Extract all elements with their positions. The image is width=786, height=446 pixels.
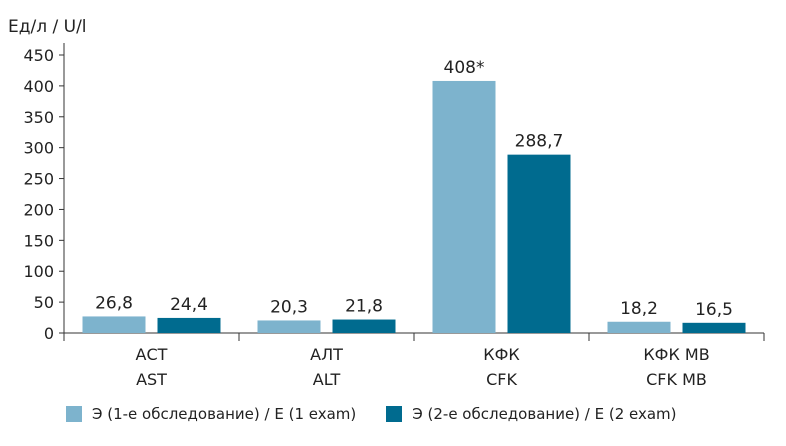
bar-series-2 — [332, 319, 396, 333]
y-axis-label: Ед/л / U/l — [8, 17, 87, 37]
y-tick-label: 350 — [23, 108, 54, 127]
y-tick-label: 200 — [23, 200, 54, 219]
bar-series-1 — [82, 316, 146, 333]
y-tick-label: 450 — [23, 46, 54, 65]
x-tick-label-en: AST — [136, 370, 167, 389]
y-tick-label: 400 — [23, 77, 54, 96]
legend-label-series-1: Э (1-е обследование) / E (1 exam) — [92, 405, 357, 423]
data-label: 21,8 — [345, 297, 383, 317]
bars — [82, 80, 746, 334]
legend-item-series-2: Э (2-е обследование) / E (2 exam) — [386, 405, 677, 423]
x-tick-label-en: CFK — [486, 370, 517, 389]
x-tick-label-en: ALT — [313, 370, 341, 389]
bar-series-2 — [507, 154, 571, 333]
legend: Э (1-е обследование) / E (1 exam) Э (2-е… — [66, 405, 707, 423]
y-tick-label: 100 — [23, 262, 54, 281]
data-label: 408* — [444, 58, 485, 78]
legend-label-series-2: Э (2-е обследование) / E (2 exam) — [412, 405, 677, 423]
data-label: 24,4 — [170, 295, 208, 315]
bar-series-2 — [682, 322, 746, 333]
data-labels: 26,8 20,3 408* 18,2 24,4 21,8 288,7 16,5 — [95, 58, 733, 320]
x-tick-label: АЛТ — [310, 345, 343, 364]
data-label: 18,2 — [620, 299, 658, 319]
bar-series-1 — [257, 320, 321, 333]
x-tick-label: АСТ — [136, 345, 168, 364]
bar-series-1 — [607, 321, 671, 333]
y-tick-label: 250 — [23, 170, 54, 189]
legend-swatch-series-2 — [386, 406, 403, 422]
data-label: 26,8 — [95, 293, 133, 313]
y-tick-label: 50 — [34, 293, 54, 312]
legend-swatch-series-1 — [66, 406, 82, 422]
data-label: 288,7 — [515, 132, 564, 152]
x-tick-label: КФК MB — [643, 345, 709, 364]
bar-series-1 — [432, 80, 496, 334]
y-tick-label: 300 — [23, 139, 54, 158]
y-tick-label: 150 — [23, 231, 54, 250]
axes: Ед/л / U/l 0 50 100 150 200 250 300 350 400 450 АСТ… — [8, 17, 765, 389]
legend-item-series-1: Э (1-е обследование) / E (1 exam) — [66, 405, 356, 423]
x-tick-label-en: CFK MB — [646, 370, 707, 389]
x-tick-label: КФК — [483, 345, 520, 364]
bar-series-2 — [157, 317, 221, 333]
y-tick-label: 0 — [44, 324, 54, 343]
data-label: 20,3 — [270, 297, 308, 317]
data-label: 16,5 — [695, 300, 733, 320]
